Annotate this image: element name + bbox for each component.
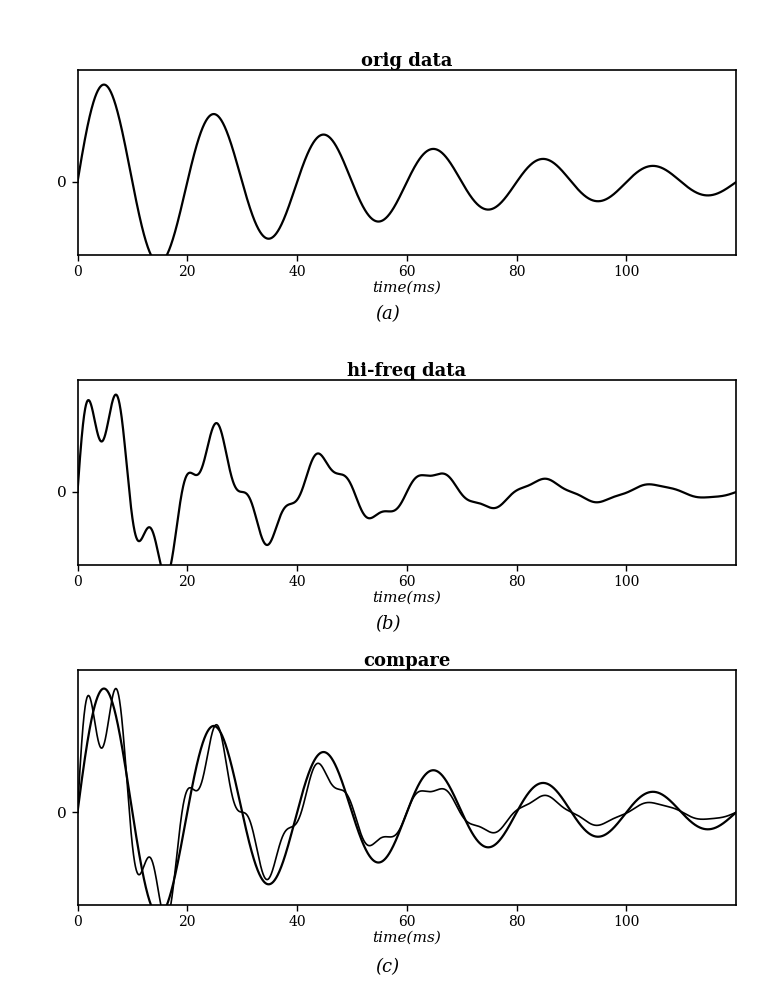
- X-axis label: time(ms): time(ms): [373, 591, 441, 605]
- X-axis label: time(ms): time(ms): [373, 931, 441, 945]
- Text: (b): (b): [375, 615, 400, 633]
- X-axis label: time(ms): time(ms): [373, 281, 441, 295]
- Text: (c): (c): [375, 958, 400, 976]
- Text: (a): (a): [375, 305, 400, 323]
- Title: orig data: orig data: [361, 52, 453, 70]
- Title: compare: compare: [363, 652, 450, 670]
- Title: hi-freq data: hi-freq data: [347, 362, 467, 380]
